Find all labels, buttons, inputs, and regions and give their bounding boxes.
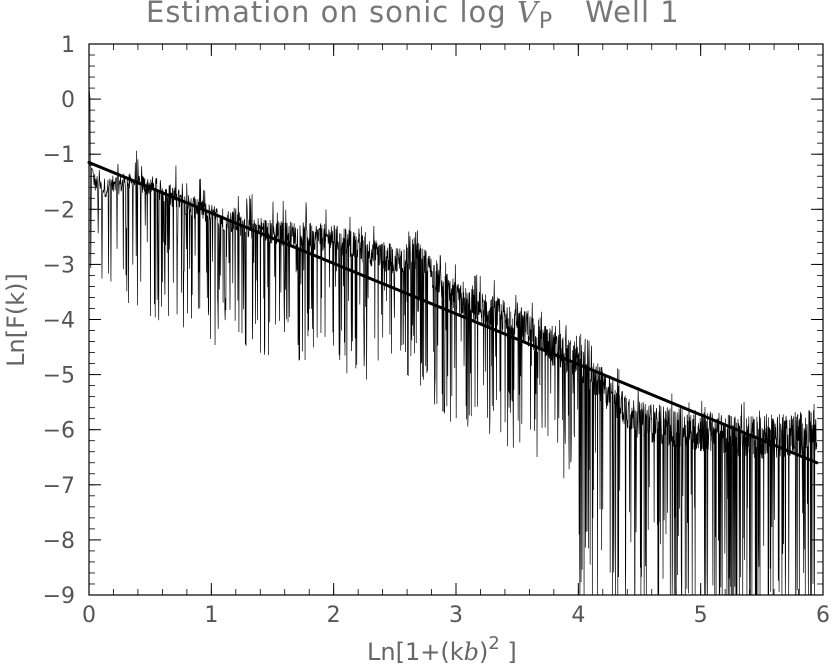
x-tick-label: 2	[327, 603, 341, 628]
axes: 0 1 2 3 4 5 6 1 0 −1 −2 −3 −4 −5 −6 −7 −8 −9	[43, 33, 830, 628]
x-axis-title-main: Ln[1+(k	[367, 638, 464, 666]
plot-area	[87, 88, 819, 596]
title-symbol: V	[517, 0, 541, 29]
x-axis-title-superscript: 2	[488, 633, 499, 654]
y-tick-label: 0	[61, 88, 75, 113]
y-tick-label: −6	[43, 419, 75, 444]
x-tick-label: 4	[571, 603, 585, 628]
spectrum-series-line	[88, 88, 818, 596]
y-tick-label: 1	[61, 33, 75, 58]
x-axis-title-close: )	[479, 638, 488, 666]
y-tick-label: −4	[43, 309, 75, 334]
y-tick-label: −8	[43, 529, 75, 554]
y-tick-label: −2	[43, 198, 75, 223]
x-tick-label: 5	[694, 603, 708, 628]
x-tick-label: 3	[449, 603, 463, 628]
linear-fit-line	[87, 160, 819, 465]
x-axis-title-italic: b	[464, 638, 479, 666]
y-tick-label: −7	[43, 474, 75, 499]
y-axis-title: Ln[F(k)]	[2, 273, 30, 367]
title-subscript: P	[539, 9, 553, 34]
x-tick-label: 6	[816, 603, 830, 628]
title-suffix: Well 1	[585, 0, 680, 29]
y-tick-label: −1	[43, 143, 75, 168]
y-tick-label: −3	[43, 253, 75, 278]
x-axis-title-end: ]	[500, 638, 517, 666]
chart-title: Estimation on sonic log VP Well 1	[146, 0, 680, 34]
title-prefix: Estimation on sonic log	[146, 0, 517, 29]
y-tick-label: −5	[43, 364, 75, 389]
x-tick-label: 0	[82, 603, 96, 628]
x-tick-label: 1	[204, 603, 218, 628]
y-tick-label: −9	[43, 584, 75, 609]
x-axis-title: Ln[1+(kb)2 ]	[367, 633, 517, 666]
